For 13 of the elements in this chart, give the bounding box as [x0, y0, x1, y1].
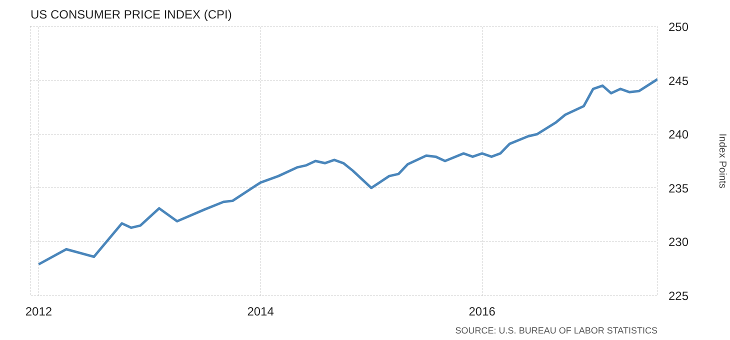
y-tick-label: 230 [668, 235, 689, 250]
y-tick-label: 235 [668, 181, 689, 196]
y-axis-title: Index Points [716, 133, 728, 189]
y-tick-label: 225 [668, 289, 689, 303]
source-note: SOURCE: U.S. BUREAU OF LABOR STATISTICS [455, 326, 658, 336]
y-tick-label: 250 [668, 20, 689, 34]
x-tick-label: 2014 [247, 304, 274, 318]
chart-title: US CONSUMER PRICE INDEX (CPI) [30, 8, 232, 22]
y-tick-label: 245 [668, 74, 689, 88]
line-series [37, 78, 658, 266]
x-tick-label: 2016 [468, 304, 496, 318]
x-tick-label: 2012 [25, 304, 52, 318]
y-tick-label: 240 [668, 128, 689, 142]
